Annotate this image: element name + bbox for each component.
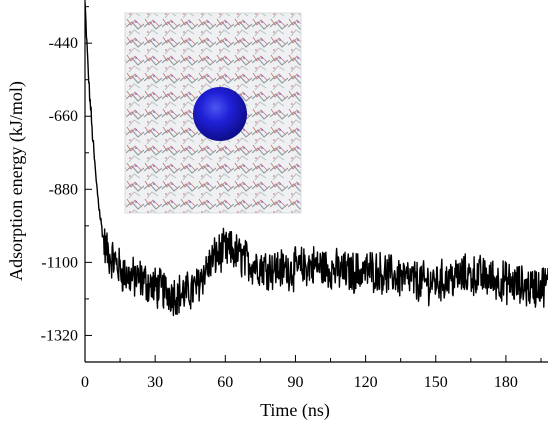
y-tick-label: -440 [49,35,78,52]
y-tick-label: -880 [49,181,78,198]
x-tick-label: 180 [494,374,518,391]
series-layer [85,2,548,317]
y-tick-label: -1100 [41,254,78,271]
nanoparticle-sphere [193,87,247,141]
y-axis-title: Adsorption energy (kJ/mol) [6,81,27,281]
x-tick-label: 90 [287,374,303,391]
x-tick-label: 60 [217,374,233,391]
molecular-snapshot-inset [124,12,302,214]
x-tick-label: 0 [81,374,89,391]
x-tick-label: 30 [147,374,163,391]
axes-layer: 0 30 60 90 120 150 180 -440 -660 -880 -1100 -1320 [41,0,548,391]
x-tick-label: 120 [354,374,378,391]
y-tick-label: -660 [49,108,78,125]
energy-series-line [85,2,548,317]
x-tick-label: 150 [424,374,448,391]
y-tick-label: -1320 [41,327,78,344]
x-axis-title: Time (ns) [260,400,330,421]
